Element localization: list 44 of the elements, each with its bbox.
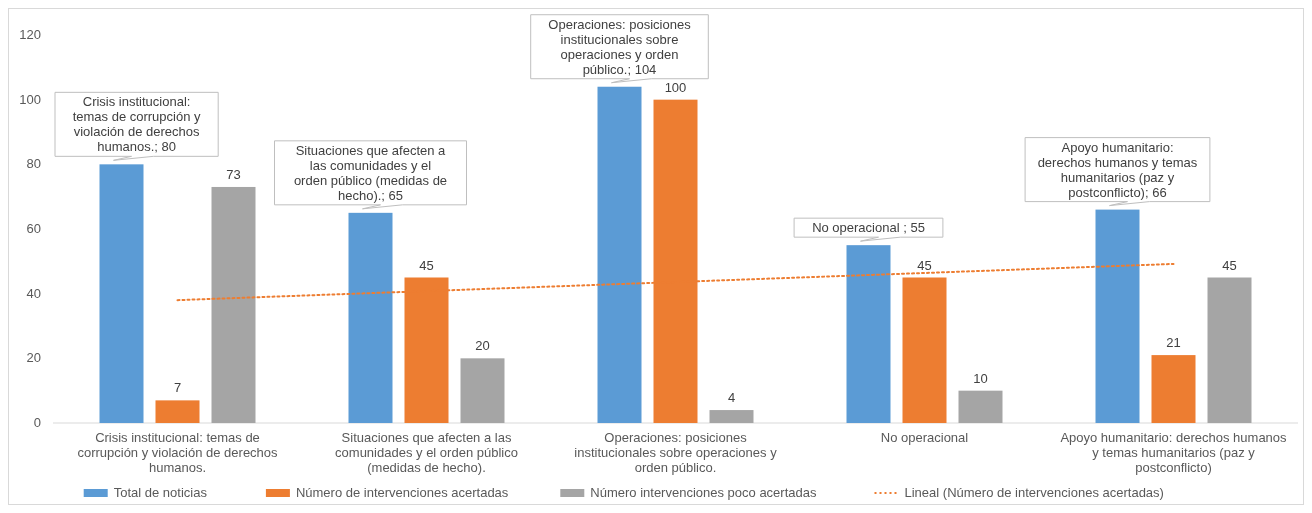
data-label: 45: [917, 257, 932, 273]
y-tick-label: 60: [26, 221, 41, 236]
x-tick-label: Crisis institucional: temas de corrupción y violación de derechos humanos.: [77, 430, 279, 475]
data-label: 21: [1166, 335, 1181, 351]
bar: [1207, 277, 1252, 423]
bar: [958, 390, 1003, 423]
bar: [709, 410, 754, 423]
data-label: 10: [973, 370, 988, 386]
data-label: Crisis institucional: temas de corrupción y violación de derechos humanos.; 80: [72, 94, 202, 155]
data-label: 45: [419, 257, 434, 273]
data-label: No operacional ; 55: [812, 220, 925, 236]
y-tick-label: 120: [19, 27, 41, 42]
data-label: Situaciones que afecten a las comunidades y el orden público (medidas de hecho).; 65: [293, 142, 448, 203]
data-label: Apoyo humanitario: derechos humanos y temas humanitarios (paz y postconflicto); 66: [1037, 139, 1198, 200]
data-label: 45: [1222, 257, 1237, 273]
legend-label: Número intervenciones poco acertadas: [590, 485, 817, 500]
bar: [1095, 209, 1140, 423]
data-label: 73: [226, 166, 241, 182]
y-tick-label: 0: [33, 415, 41, 430]
bar: [348, 212, 393, 423]
data-label: Operaciones: posiciones institucionales sobre operaciones y orden público.; 104: [548, 16, 692, 77]
x-tick-label: Situaciones que afecten a las comunidades y el orden público (medidas de hecho).: [335, 430, 518, 475]
y-tick-label: 80: [26, 156, 41, 172]
legend-label: Total de noticias: [113, 485, 208, 500]
data-label: 4: [727, 390, 736, 406]
data-label: 100: [664, 79, 687, 95]
data-label: 7: [173, 380, 182, 396]
legend-label: Número de intervenciones acertadas: [295, 485, 509, 500]
bar: [846, 245, 891, 423]
y-tick-label: 20: [26, 350, 41, 366]
bar: [597, 86, 642, 423]
bar: [1151, 355, 1196, 423]
legend-label: Lineal (Número de intervenciones acertadas): [904, 485, 1164, 500]
x-tick-label: Apoyo humanitario: derechos humanos y temas humanitarios (paz y postconflicto): [1060, 430, 1288, 475]
bar: [902, 277, 947, 423]
x-tick-label: No operacional: [880, 430, 969, 445]
bar: [155, 400, 200, 423]
x-tick-label: Operaciones: posiciones institucionales sobre operaciones y orden público.: [574, 430, 778, 475]
y-tick-label: 100: [19, 91, 41, 107]
bar: [460, 358, 505, 423]
y-tick-label: 40: [26, 285, 41, 301]
data-label: 20: [475, 338, 490, 354]
bar: [211, 186, 256, 423]
bar: [99, 164, 144, 423]
